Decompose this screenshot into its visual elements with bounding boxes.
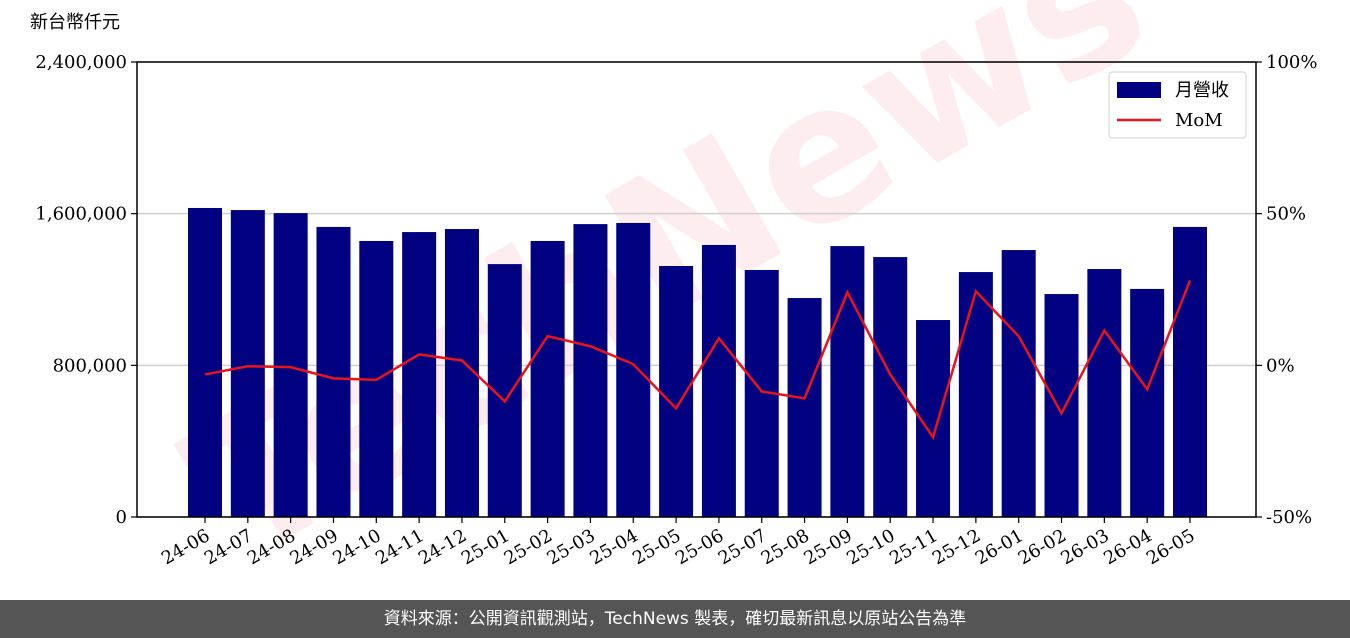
x-tick-label: 26-01 xyxy=(972,525,1027,569)
x-tick-label: 26-04 xyxy=(1100,525,1155,569)
legend-swatch xyxy=(1117,82,1161,98)
y-tick-label: 2,400,000 xyxy=(35,52,127,73)
bar xyxy=(873,257,908,517)
bar xyxy=(1001,250,1036,518)
x-tick-label: 26-02 xyxy=(1015,525,1070,569)
y2-tick-label: 50% xyxy=(1266,204,1306,225)
x-tick-label: 26-03 xyxy=(1057,525,1112,569)
x-tick-label: 25-04 xyxy=(586,525,641,569)
bar xyxy=(787,298,822,517)
y2-tick-label: -50% xyxy=(1266,507,1312,528)
y-tick-label: 0 xyxy=(116,507,127,528)
bar xyxy=(230,210,265,518)
bar xyxy=(659,265,694,517)
bar xyxy=(958,272,993,517)
y-tick-label: 800,000 xyxy=(53,355,127,376)
x-tick-label: 25-07 xyxy=(715,525,770,569)
bar xyxy=(1173,226,1207,517)
x-tick-label: 25-12 xyxy=(929,525,984,569)
y-tick-label: 1,600,000 xyxy=(35,204,127,225)
bar xyxy=(1087,269,1122,517)
legend-label: MoM xyxy=(1175,110,1223,131)
bar xyxy=(316,226,351,517)
y2-tick-label: 100% xyxy=(1266,52,1317,73)
bar xyxy=(830,246,865,517)
x-tick-label: 25-02 xyxy=(501,525,556,569)
y-axis-label: 新台幣仟元 xyxy=(30,12,120,33)
bar xyxy=(273,213,308,518)
bar xyxy=(1130,288,1165,517)
footer: 資料來源：公開資訊觀測站，TechNews 製表，確切最新訊息以原站公告為準 xyxy=(0,600,1350,638)
x-tick-label: 25-06 xyxy=(672,525,727,569)
legend-label: 月營收 xyxy=(1175,80,1229,101)
x-tick-label: 25-08 xyxy=(758,525,813,569)
line xyxy=(204,279,1192,441)
bar xyxy=(701,244,736,517)
x-tick-label: 25-11 xyxy=(886,525,941,569)
plot-frame xyxy=(136,61,1257,518)
x-tick-label: 25-09 xyxy=(800,525,855,569)
bar xyxy=(188,207,222,517)
x-tick-label: 25-01 xyxy=(458,525,513,569)
x-tick-label: 26-05 xyxy=(1143,525,1198,569)
y2-tick-label: 0% xyxy=(1266,355,1295,376)
x-tick-label: 25-05 xyxy=(629,525,684,569)
bar xyxy=(402,232,437,517)
chart: 新台幣仟元 TechNews 0800,0001,600,0002,400,00… xyxy=(30,0,1317,603)
bar xyxy=(573,224,608,517)
x-tick-label: 24-06 xyxy=(158,525,213,569)
x-tick-label: 25-03 xyxy=(543,525,598,569)
bar xyxy=(530,240,565,517)
x-tick-label: 25-10 xyxy=(843,525,898,569)
bar xyxy=(616,222,651,518)
bar xyxy=(1044,294,1079,517)
x-tick-label: 24-12 xyxy=(415,525,470,569)
